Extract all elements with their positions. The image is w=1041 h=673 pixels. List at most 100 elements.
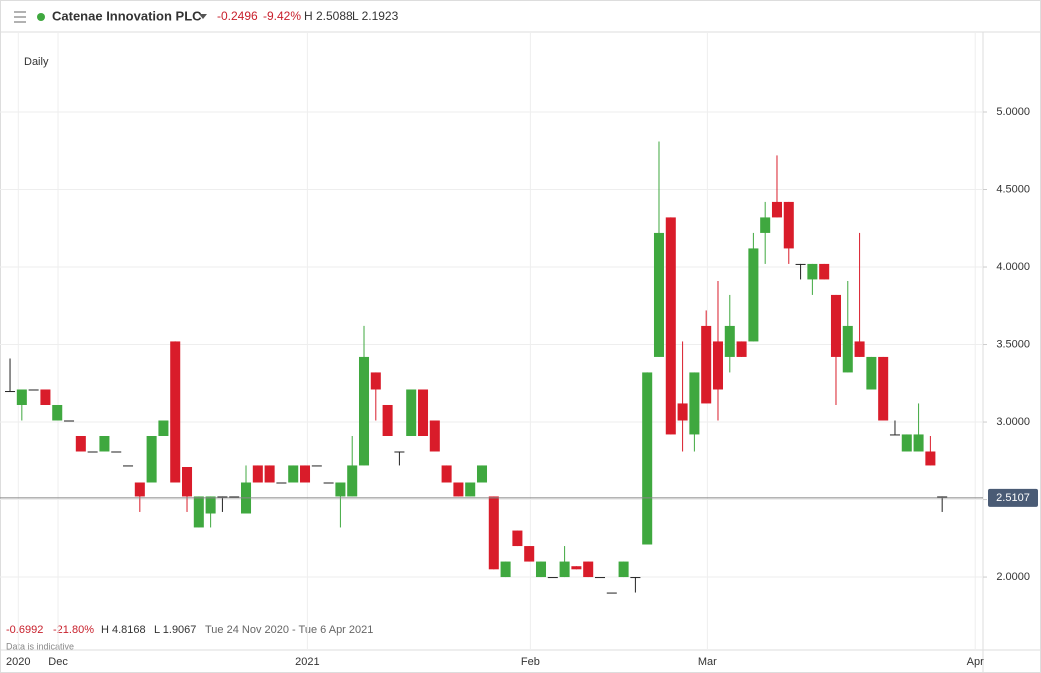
candle-body xyxy=(111,451,122,453)
candle-body xyxy=(429,420,440,452)
candle-body xyxy=(123,465,134,467)
candle-body xyxy=(264,465,275,483)
y-tick-label: 4.5000 xyxy=(996,183,1030,195)
candle-body xyxy=(406,389,417,436)
candle-body xyxy=(453,482,464,497)
header-low: L 2.1923 xyxy=(352,9,399,23)
interval-label: Daily xyxy=(24,56,49,68)
candle-body xyxy=(87,451,98,453)
candle-body xyxy=(807,263,818,280)
candle-body xyxy=(783,201,794,249)
y-tick-label: 2.0000 xyxy=(996,571,1030,583)
candle-body xyxy=(28,389,39,391)
candle-body xyxy=(606,592,617,594)
summary-change-pct: -21.80% xyxy=(53,624,94,636)
instrument-title[interactable]: Catenae Innovation PLC xyxy=(52,8,202,23)
candle-body xyxy=(347,465,358,497)
candle-body xyxy=(901,434,912,452)
candle-body xyxy=(524,546,535,562)
candle-body xyxy=(64,420,75,422)
summary-change: -0.6992 xyxy=(6,624,43,636)
candle-body xyxy=(736,341,747,357)
candle-body xyxy=(158,420,169,436)
candle-body xyxy=(75,435,86,452)
status-dot xyxy=(37,13,45,21)
candle-body xyxy=(288,465,299,483)
header-high: H 2.5088 xyxy=(304,9,353,23)
candle-body xyxy=(465,482,476,497)
candle-body xyxy=(229,496,240,498)
candle-body xyxy=(748,248,759,342)
summary-low: L 1.9067 xyxy=(154,624,196,636)
menu-icon[interactable] xyxy=(14,11,26,23)
candle-body xyxy=(795,263,806,265)
candle-body xyxy=(276,482,287,484)
candle-body xyxy=(182,466,193,497)
y-tick-label: 3.0000 xyxy=(996,416,1030,428)
x-tick-label: 2021 xyxy=(295,656,319,668)
candle-body xyxy=(618,561,629,578)
candle-body xyxy=(677,403,688,421)
candle-body xyxy=(488,496,499,570)
candle-body xyxy=(712,341,724,390)
candle-body xyxy=(819,263,830,280)
candle-body xyxy=(299,465,311,483)
candle-body xyxy=(689,372,700,435)
candle-body xyxy=(99,435,110,452)
candle-body xyxy=(771,201,782,218)
summary-range: Tue 24 Nov 2020 - Tue 6 Apr 2021 xyxy=(205,624,373,636)
header-change: -0.2496 xyxy=(217,9,258,23)
candle-body xyxy=(701,325,712,404)
candle-body xyxy=(842,325,853,373)
candle-body xyxy=(134,482,145,497)
candle-body xyxy=(559,561,570,578)
candle-body xyxy=(512,530,523,547)
candle-body xyxy=(500,561,511,578)
candle-body xyxy=(382,404,393,436)
candle-body xyxy=(335,482,346,497)
data-note: Data is indicative xyxy=(6,641,74,651)
candle-body xyxy=(146,435,157,483)
x-tick-label: Dec xyxy=(48,656,68,668)
candle-body xyxy=(642,372,653,545)
candle-body xyxy=(358,356,370,466)
candle-body xyxy=(760,217,771,233)
candle-body xyxy=(630,577,641,579)
candle-body xyxy=(535,561,547,578)
candle-body xyxy=(866,356,877,390)
candle-body xyxy=(323,482,334,484)
candle-body xyxy=(925,451,936,466)
candle-body xyxy=(217,496,228,498)
candle-body xyxy=(205,496,216,514)
candle-body xyxy=(370,372,381,390)
x-tick-label: Apr xyxy=(967,656,984,668)
y-tick-label: 3.5000 xyxy=(996,338,1030,350)
candle-body xyxy=(394,451,405,453)
candle-body xyxy=(937,496,948,498)
x-tick-label: Feb xyxy=(521,656,540,668)
candle-body xyxy=(5,391,16,393)
last-price-label: 2.5107 xyxy=(996,492,1030,504)
candle-body xyxy=(40,389,51,405)
candle-body xyxy=(653,232,665,357)
candle-body xyxy=(913,434,924,452)
candle-body xyxy=(16,389,27,405)
candle-body xyxy=(583,561,594,578)
candle-body xyxy=(193,496,204,528)
candle-body xyxy=(889,434,900,436)
candle-body xyxy=(665,217,676,435)
dropdown-arrow[interactable] xyxy=(199,14,207,19)
candle-body xyxy=(724,325,735,357)
y-tick-label: 5.0000 xyxy=(996,106,1030,118)
header-change-pct: -9.42% xyxy=(263,9,301,23)
candle-body xyxy=(252,465,263,483)
candle-body xyxy=(854,341,865,357)
candle-body xyxy=(417,389,429,436)
summary-high: H 4.8168 xyxy=(101,624,146,636)
candle-body xyxy=(476,465,488,483)
y-tick-label: 4.0000 xyxy=(996,261,1030,273)
x-tick-label: Mar xyxy=(698,656,717,668)
candle-body xyxy=(311,465,322,467)
candle-body xyxy=(830,294,841,357)
